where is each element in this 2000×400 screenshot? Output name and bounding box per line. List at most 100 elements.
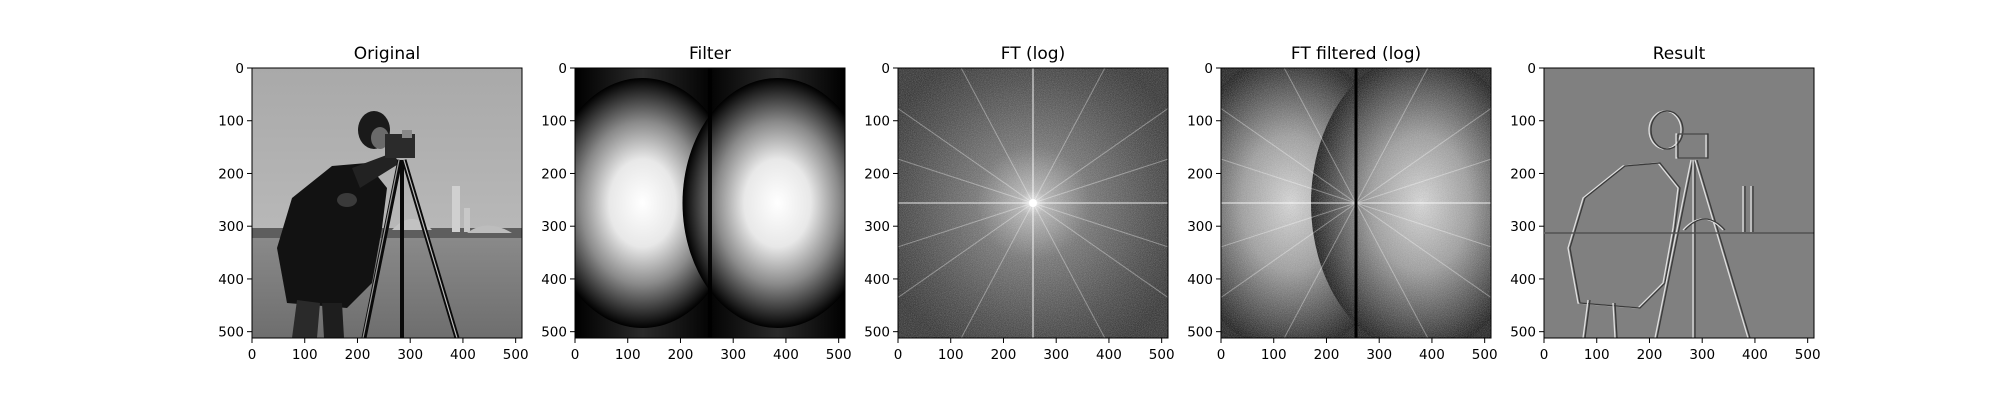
man-leg bbox=[322, 303, 344, 338]
x-tick-label: 400 bbox=[1096, 347, 1122, 363]
y-tick-label: 300 bbox=[864, 219, 890, 235]
y-tick-label: 500 bbox=[1510, 325, 1536, 341]
tripod-leg bbox=[361, 159, 403, 338]
x-tick-label: 500 bbox=[1472, 347, 1498, 363]
result-edge-dark bbox=[1656, 159, 1694, 338]
filter-zero-line bbox=[708, 68, 712, 338]
panel-title: FT filtered (log) bbox=[1291, 44, 1421, 64]
y-tick-label: 400 bbox=[1510, 272, 1536, 288]
x-tick-label: 100 bbox=[615, 347, 641, 363]
x-tick-label: 400 bbox=[1419, 347, 1445, 363]
axis-frame bbox=[251, 67, 523, 339]
result-edge-dark bbox=[1677, 133, 1709, 159]
x-tick-label: 0 bbox=[1540, 347, 1549, 363]
man-face bbox=[371, 127, 389, 149]
x-tick-label: 0 bbox=[1217, 347, 1226, 363]
y-tick-label: 300 bbox=[1510, 219, 1536, 235]
y-tick-label: 500 bbox=[864, 325, 890, 341]
y-tick-label: 400 bbox=[864, 272, 890, 288]
tripod-highlight bbox=[362, 159, 400, 338]
y-tick-label: 200 bbox=[1510, 166, 1536, 182]
y-tick-label: 500 bbox=[218, 325, 244, 341]
panel-title: FT (log) bbox=[1001, 44, 1065, 64]
spectrum-dark-line bbox=[1354, 68, 1358, 338]
y-tick-label: 200 bbox=[864, 166, 890, 182]
man-hand bbox=[337, 193, 357, 207]
y-tick-label: 300 bbox=[541, 219, 567, 235]
x-tick-label: 400 bbox=[773, 347, 799, 363]
x-tick-label: 100 bbox=[292, 347, 318, 363]
image-area bbox=[1221, 68, 1491, 338]
x-tick-label: 200 bbox=[345, 347, 371, 363]
x-tick-label: 400 bbox=[450, 347, 476, 363]
y-tick-label: 0 bbox=[235, 61, 244, 77]
x-tick-label: 300 bbox=[397, 347, 423, 363]
result-edge-dark bbox=[1584, 299, 1591, 338]
x-tick-label: 300 bbox=[1043, 347, 1069, 363]
x-tick-label: 200 bbox=[1314, 347, 1340, 363]
man-leg bbox=[292, 300, 320, 338]
y-tick-label: 200 bbox=[541, 166, 567, 182]
image-area bbox=[252, 68, 522, 338]
tripod-highlight bbox=[403, 159, 458, 338]
y-tick-label: 0 bbox=[881, 61, 890, 77]
x-tick-label: 200 bbox=[668, 347, 694, 363]
x-tick-label: 100 bbox=[1261, 347, 1287, 363]
image-area bbox=[898, 68, 1168, 338]
x-tick-label: 0 bbox=[248, 347, 257, 363]
result-edge-light bbox=[1648, 110, 1682, 150]
y-tick-label: 500 bbox=[541, 325, 567, 341]
axis-frame bbox=[897, 67, 1169, 339]
y-tick-label: 400 bbox=[1187, 272, 1213, 288]
man-arm bbox=[352, 153, 400, 188]
y-tick-label: 0 bbox=[1204, 61, 1213, 77]
panel-title: Filter bbox=[689, 44, 731, 64]
axis-frame bbox=[1220, 67, 1492, 339]
y-tick-label: 300 bbox=[218, 219, 244, 235]
panel-title: Result bbox=[1653, 44, 1706, 64]
x-tick-label: 100 bbox=[1584, 347, 1610, 363]
x-tick-label: 0 bbox=[894, 347, 903, 363]
x-tick-label: 300 bbox=[1366, 347, 1392, 363]
image-area bbox=[1544, 68, 1814, 338]
y-tick-label: 100 bbox=[1510, 114, 1536, 130]
result-edge-light bbox=[1612, 302, 1616, 338]
spectrum-dc-peak bbox=[1029, 199, 1037, 207]
filter-blob-right bbox=[682, 78, 845, 328]
tower bbox=[464, 208, 470, 232]
result-edge-dark bbox=[1696, 159, 1751, 338]
result-edge-light bbox=[1742, 186, 1752, 232]
building-roof bbox=[467, 225, 512, 233]
y-tick-label: 200 bbox=[218, 166, 244, 182]
result-edge-dark bbox=[1650, 110, 1684, 150]
result-edge-dark bbox=[1744, 186, 1754, 232]
x-tick-label: 200 bbox=[1637, 347, 1663, 363]
x-tick-label: 300 bbox=[1689, 347, 1715, 363]
y-tick-label: 0 bbox=[1527, 61, 1536, 77]
camera-lens bbox=[402, 130, 412, 138]
y-tick-label: 400 bbox=[541, 272, 567, 288]
x-tick-label: 500 bbox=[503, 347, 529, 363]
y-tick-label: 500 bbox=[1187, 325, 1213, 341]
y-tick-label: 400 bbox=[218, 272, 244, 288]
y-tick-label: 0 bbox=[558, 61, 567, 77]
axis-frame bbox=[574, 67, 846, 339]
y-tick-label: 100 bbox=[218, 114, 244, 130]
result-edge-light bbox=[1654, 159, 1692, 338]
x-tick-label: 500 bbox=[826, 347, 852, 363]
y-tick-label: 100 bbox=[864, 114, 890, 130]
x-tick-label: 300 bbox=[720, 347, 746, 363]
y-tick-label: 100 bbox=[1187, 114, 1213, 130]
x-tick-label: 500 bbox=[1149, 347, 1175, 363]
y-tick-label: 100 bbox=[541, 114, 567, 130]
axis-frame bbox=[1543, 67, 1815, 339]
x-tick-label: 200 bbox=[991, 347, 1017, 363]
result-background bbox=[1544, 68, 1814, 338]
x-tick-label: 400 bbox=[1742, 347, 1768, 363]
y-tick-label: 200 bbox=[1187, 166, 1213, 182]
panel-title: Original bbox=[354, 44, 421, 64]
